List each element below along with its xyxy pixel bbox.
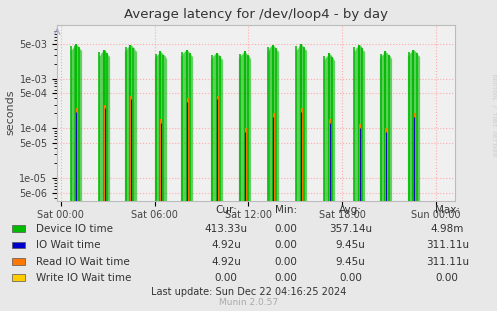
Text: Max:: Max: bbox=[435, 205, 460, 215]
Text: 0.00: 0.00 bbox=[215, 273, 238, 283]
Text: 0.00: 0.00 bbox=[274, 240, 297, 250]
Text: Avg:: Avg: bbox=[339, 205, 362, 215]
Text: 0.00: 0.00 bbox=[274, 257, 297, 267]
Text: IO Wait time: IO Wait time bbox=[36, 240, 100, 250]
Text: RRDTOOL / TOBI OETIKER: RRDTOOL / TOBI OETIKER bbox=[491, 74, 496, 156]
Text: 0.00: 0.00 bbox=[436, 273, 459, 283]
Text: 311.11u: 311.11u bbox=[426, 240, 469, 250]
Text: Munin 2.0.57: Munin 2.0.57 bbox=[219, 298, 278, 307]
Text: 0.00: 0.00 bbox=[274, 224, 297, 234]
Text: 0.00: 0.00 bbox=[274, 273, 297, 283]
Text: Read IO Wait time: Read IO Wait time bbox=[36, 257, 130, 267]
Text: 9.45u: 9.45u bbox=[335, 257, 365, 267]
Text: Write IO Wait time: Write IO Wait time bbox=[36, 273, 131, 283]
Text: Last update: Sun Dec 22 04:16:25 2024: Last update: Sun Dec 22 04:16:25 2024 bbox=[151, 287, 346, 297]
Text: 4.92u: 4.92u bbox=[211, 257, 241, 267]
Text: Min:: Min: bbox=[275, 205, 297, 215]
Text: 413.33u: 413.33u bbox=[205, 224, 248, 234]
Text: 9.45u: 9.45u bbox=[335, 240, 365, 250]
Text: 0.00: 0.00 bbox=[339, 273, 362, 283]
Text: 4.92u: 4.92u bbox=[211, 240, 241, 250]
Text: 311.11u: 311.11u bbox=[426, 257, 469, 267]
Text: Cur:: Cur: bbox=[215, 205, 237, 215]
Y-axis label: seconds: seconds bbox=[5, 90, 15, 136]
Title: Average latency for /dev/loop4 - by day: Average latency for /dev/loop4 - by day bbox=[124, 8, 388, 21]
Text: 4.98m: 4.98m bbox=[430, 224, 464, 234]
Text: 357.14u: 357.14u bbox=[329, 224, 372, 234]
Text: Device IO time: Device IO time bbox=[36, 224, 113, 234]
